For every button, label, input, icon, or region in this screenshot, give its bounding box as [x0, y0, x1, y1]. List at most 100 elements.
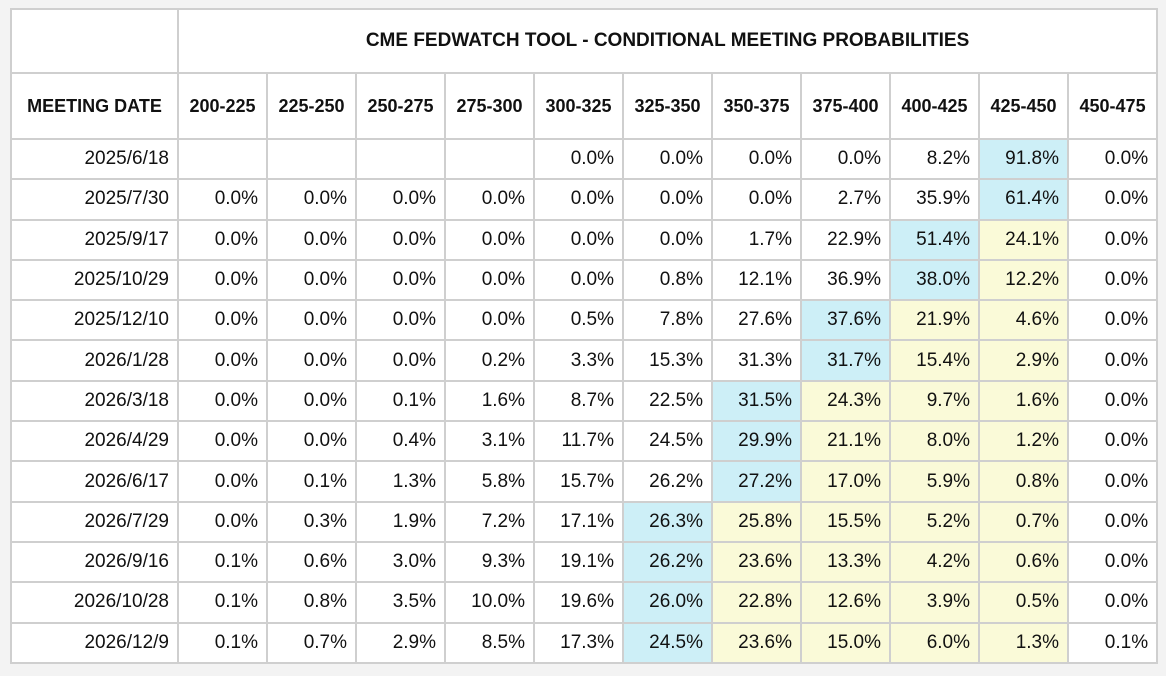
probability-cell: 3.3%	[533, 339, 624, 382]
probability-cell: 23.6%	[711, 621, 802, 665]
probability-cell: 37.6%	[800, 299, 891, 342]
probability-cell: 0.0%	[266, 178, 357, 221]
probability-cell: 0.7%	[978, 500, 1069, 543]
probability-cell: 0.0%	[266, 339, 357, 382]
range-header-325-350: 325-350	[622, 72, 713, 140]
probability-cell: 5.9%	[889, 460, 980, 503]
probability-cell: 6.0%	[889, 621, 980, 665]
probability-cell: 0.0%	[355, 299, 446, 342]
probability-cell: 9.7%	[889, 379, 980, 423]
probability-cell: 0.5%	[533, 299, 624, 342]
probability-cell: 0.6%	[266, 540, 357, 584]
probability-cell: 0.0%	[177, 299, 268, 342]
probability-cell: 0.0%	[177, 339, 268, 382]
range-header-450-475: 450-475	[1066, 72, 1159, 140]
probability-cell: 5.2%	[889, 500, 980, 543]
probability-cell: 12.1%	[711, 258, 802, 302]
probability-cell: 0.5%	[978, 581, 1069, 624]
probability-cell: 4.2%	[889, 540, 980, 584]
probability-cell: 0.0%	[266, 258, 357, 302]
probability-cell: 22.5%	[622, 379, 713, 423]
probability-cell: 7.2%	[444, 500, 535, 543]
probability-cell: 21.9%	[889, 299, 980, 342]
meeting-date-header: MEETING DATE	[10, 72, 179, 140]
probability-cell: 24.5%	[622, 420, 713, 463]
probability-cell: 8.5%	[444, 621, 535, 665]
table-row: 2026/12/9 0.1% 0.7% 2.9% 8.5% 17.3% 24.5% 23.6%…	[10, 621, 1159, 665]
probability-cell: 0.4%	[355, 420, 446, 463]
probability-cell: 0.0%	[711, 178, 802, 221]
probability-cell: 31.7%	[800, 339, 891, 382]
meeting-date-cell: 2025/7/30	[10, 178, 179, 221]
probability-cell: 0.0%	[1066, 339, 1159, 382]
probability-cell: 0.0%	[533, 258, 624, 302]
table-row: 2025/10/29 0.0% 0.0% 0.0% 0.0% 0.0% 0.8% 12.1% 3…	[10, 258, 1159, 302]
probability-cell: 0.0%	[355, 258, 446, 302]
range-header-350-375: 350-375	[711, 72, 802, 140]
table-body: 2025/6/18 0.0% 0.0% 0.0% 0.0% 8.2% 91.8% 0.0% 20…	[10, 137, 1159, 665]
table-title: CME FEDWATCH TOOL - CONDITIONAL MEETING …	[176, 8, 1159, 74]
probability-cell: 2.7%	[800, 178, 891, 221]
table-row: 2025/12/10 0.0% 0.0% 0.0% 0.0% 0.5% 7.8% 27.6% 3…	[10, 299, 1159, 342]
probability-cell: 0.0%	[622, 137, 713, 181]
probability-cell: 26.3%	[622, 500, 713, 543]
probability-cell: 0.8%	[978, 460, 1069, 503]
probability-cell: 0.3%	[266, 500, 357, 543]
probability-cell: 1.7%	[711, 218, 802, 261]
probability-cell: 61.4%	[978, 178, 1069, 221]
probability-cell: 15.0%	[800, 621, 891, 665]
range-header-200-225: 200-225	[177, 72, 268, 140]
probability-cell: 0.0%	[444, 258, 535, 302]
range-header-250-275: 250-275	[355, 72, 446, 140]
probability-cell: 0.1%	[266, 460, 357, 503]
probability-cell: 0.0%	[533, 178, 624, 221]
probability-cell: 0.1%	[177, 540, 268, 584]
probability-cell: 21.1%	[800, 420, 891, 463]
probability-cell: 12.2%	[978, 258, 1069, 302]
meeting-date-cell: 2026/9/16	[10, 540, 179, 584]
probability-cell: 19.6%	[533, 581, 624, 624]
probability-cell: 0.0%	[444, 299, 535, 342]
probability-cell: 0.1%	[177, 621, 268, 665]
probability-cell: 10.0%	[444, 581, 535, 624]
probability-cell: 2.9%	[978, 339, 1069, 382]
probability-cell: 31.5%	[711, 379, 802, 423]
table-row: 2025/9/17 0.0% 0.0% 0.0% 0.0% 0.0% 0.0% 1.7% 22.…	[10, 218, 1159, 261]
probability-cell: 12.6%	[800, 581, 891, 624]
probability-cell: 29.9%	[711, 420, 802, 463]
probability-cell: 22.9%	[800, 218, 891, 261]
probability-cell: 8.0%	[889, 420, 980, 463]
probability-cell: 15.5%	[800, 500, 891, 543]
probability-cell: 0.0%	[177, 500, 268, 543]
probability-cell: 0.0%	[1066, 420, 1159, 463]
probability-cell: 0.7%	[266, 621, 357, 665]
probability-cell	[444, 137, 535, 181]
probability-cell: 0.0%	[444, 178, 535, 221]
probability-cell	[266, 137, 357, 181]
table-row: 2026/4/29 0.0% 0.0% 0.4% 3.1% 11.7% 24.5% 29.9%…	[10, 420, 1159, 463]
probability-cell: 2.9%	[355, 621, 446, 665]
range-header-225-250: 225-250	[266, 72, 357, 140]
probability-cell: 0.0%	[1066, 581, 1159, 624]
probability-cell: 15.4%	[889, 339, 980, 382]
probability-cell: 0.1%	[177, 581, 268, 624]
probability-cell: 1.2%	[978, 420, 1069, 463]
probability-cell: 24.5%	[622, 621, 713, 665]
probability-cell: 15.3%	[622, 339, 713, 382]
probability-cell: 26.0%	[622, 581, 713, 624]
probability-cell: 22.8%	[711, 581, 802, 624]
probability-cell	[177, 137, 268, 181]
probability-cell: 13.3%	[800, 540, 891, 584]
probability-cell	[355, 137, 446, 181]
probability-cell: 27.6%	[711, 299, 802, 342]
probability-cell: 1.3%	[355, 460, 446, 503]
probability-cell: 0.0%	[1066, 540, 1159, 584]
corner-cell	[10, 8, 179, 74]
probability-cell: 0.0%	[533, 137, 624, 181]
probability-cell: 35.9%	[889, 178, 980, 221]
probability-cell: 0.0%	[266, 420, 357, 463]
probability-cell: 36.9%	[800, 258, 891, 302]
probability-cell: 0.0%	[266, 379, 357, 423]
range-header-275-300: 275-300	[444, 72, 535, 140]
probability-cell: 0.0%	[1066, 178, 1159, 221]
